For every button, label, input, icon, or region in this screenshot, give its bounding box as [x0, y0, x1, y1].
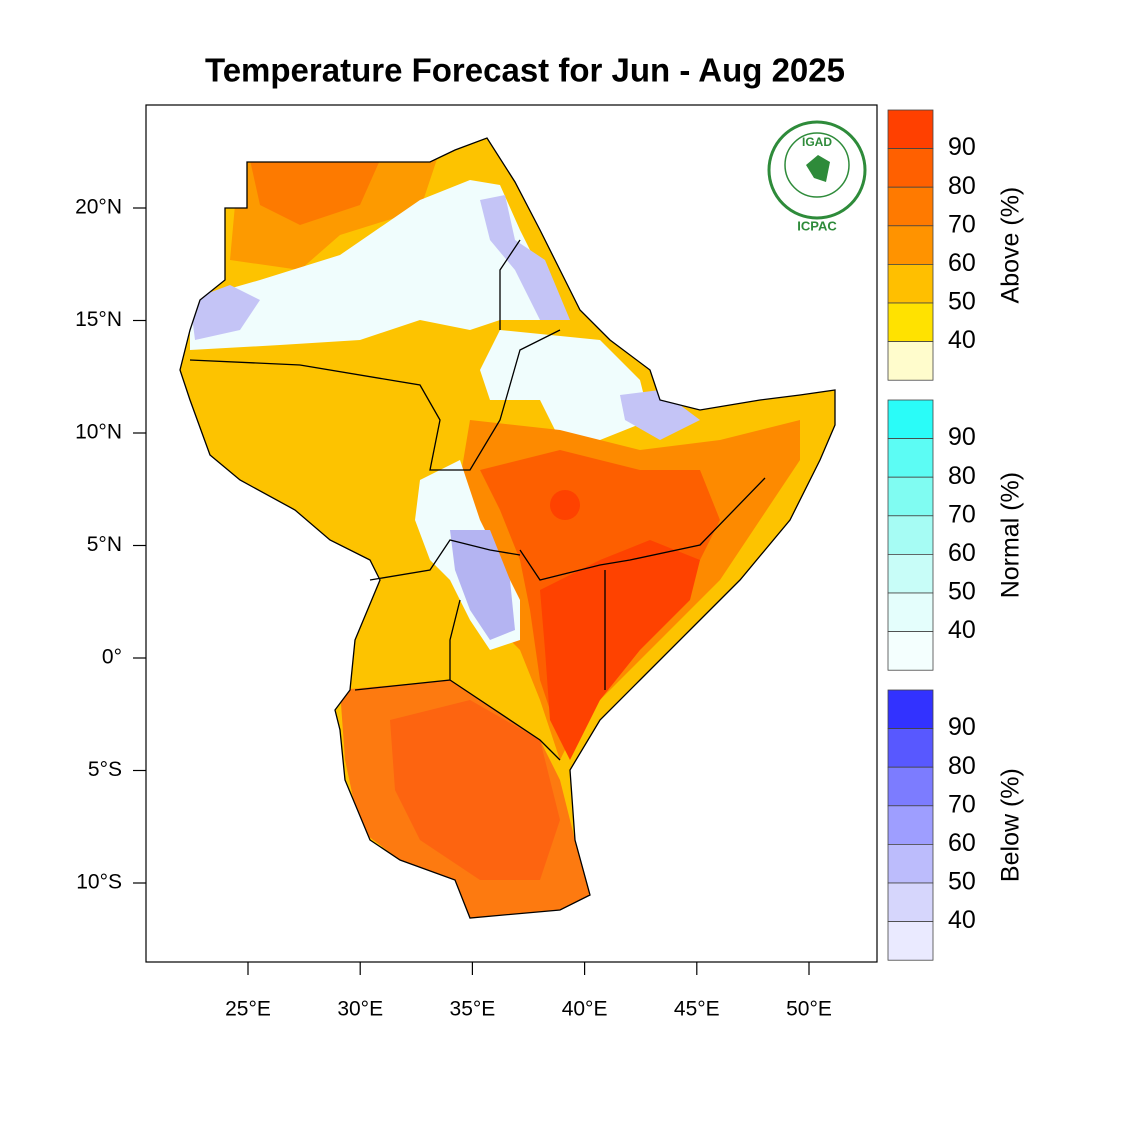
x-tick-label: 50°E [786, 998, 832, 1021]
field-above-80-tanzania [390, 700, 560, 880]
logo-name: IGAD [802, 135, 832, 149]
legend-label: 60 [948, 249, 976, 277]
field-above-90-ethiopia [550, 490, 580, 520]
legend-title: Below (%) [997, 768, 1025, 882]
logo: IGAD ICPAC [767, 120, 867, 233]
x-tick-label: 40°E [562, 998, 608, 1021]
field-below-eritrea [480, 195, 570, 320]
field-above-80 [250, 160, 380, 225]
x-tick-label: 30°E [337, 998, 383, 1021]
y-tick-label: 10°S [76, 871, 122, 894]
legend-swatch [887, 302, 934, 342]
y-tick-label: 5°S [88, 758, 122, 781]
legend-swatch [887, 921, 934, 961]
field-normal [190, 180, 560, 350]
legend-label: 40 [948, 906, 976, 934]
legend-label: 80 [948, 462, 976, 490]
legend-swatch [887, 109, 934, 149]
legend-swatch [887, 766, 934, 807]
legend-swatch [887, 728, 934, 768]
borders [189, 239, 766, 761]
x-tick-label: 35°E [450, 998, 496, 1021]
x-tick-label: 45°E [674, 998, 720, 1021]
legend-label: 60 [948, 829, 976, 857]
x-tick-label: 25°E [225, 998, 271, 1021]
legend-label: 90 [948, 713, 976, 741]
legend-swatch [887, 805, 934, 845]
legend-label: 50 [948, 868, 976, 896]
legend-label: 60 [948, 539, 976, 567]
logo-org: ICPAC [797, 218, 837, 233]
field-above-90-kenya [540, 540, 700, 760]
field-normal-ethiopia [480, 330, 650, 440]
logo-inner-ring [784, 132, 850, 198]
field-below-djibouti [620, 390, 700, 440]
legend-swatch [887, 592, 934, 632]
legends: 90 80 70 60 50 40 Above (%) 90 80 70 60 50 40 Normal … [887, 109, 1025, 961]
field-below-sudan [190, 285, 260, 340]
legend-swatch [887, 515, 934, 555]
y-tick-label: 10°N [75, 421, 122, 444]
legend-swatch [887, 554, 934, 594]
legend-label: 50 [948, 288, 976, 316]
legend-label: 40 [948, 616, 976, 644]
logo-africa [806, 155, 830, 182]
legend-label: 80 [948, 172, 976, 200]
legend-swatch [887, 631, 934, 671]
legend-title: Normal (%) [997, 472, 1025, 598]
map-frame [145, 104, 878, 963]
legend-label: 70 [948, 210, 976, 238]
legend-swatch [887, 844, 934, 884]
coastline [179, 137, 836, 919]
legend-label: 50 [948, 578, 976, 606]
legend-label: 80 [948, 752, 976, 780]
legend-title: Above (%) [997, 187, 1025, 304]
y-tick-label: 0° [102, 646, 122, 669]
legend-swatch [887, 882, 934, 922]
legend-label: 70 [948, 500, 976, 528]
legend-swatch [887, 148, 934, 188]
field-below-turkana [450, 530, 515, 640]
legend-label: 90 [948, 133, 976, 161]
legend-swatch [887, 438, 934, 478]
axes: 25°E 30°E 35°E 40°E 45°E 50°E 20°N 15°N 10°N 5°N 0… [75, 196, 832, 1021]
legend-swatch [887, 186, 934, 227]
title: Temperature Forecast for Jun - Aug 2025 [205, 52, 845, 89]
legend-label: 90 [948, 423, 976, 451]
legend-swatch [887, 225, 934, 265]
legend-swatch [887, 341, 934, 381]
legend-swatch [887, 689, 934, 729]
y-tick-label: 20°N [75, 196, 122, 219]
legend-label: 40 [948, 326, 976, 354]
legend-swatch [887, 476, 934, 517]
legend-swatch [887, 399, 934, 439]
y-tick-label: 5°N [87, 533, 122, 556]
legend-swatch [887, 263, 934, 304]
legend-label: 70 [948, 790, 976, 818]
y-tick-label: 15°N [75, 308, 122, 331]
